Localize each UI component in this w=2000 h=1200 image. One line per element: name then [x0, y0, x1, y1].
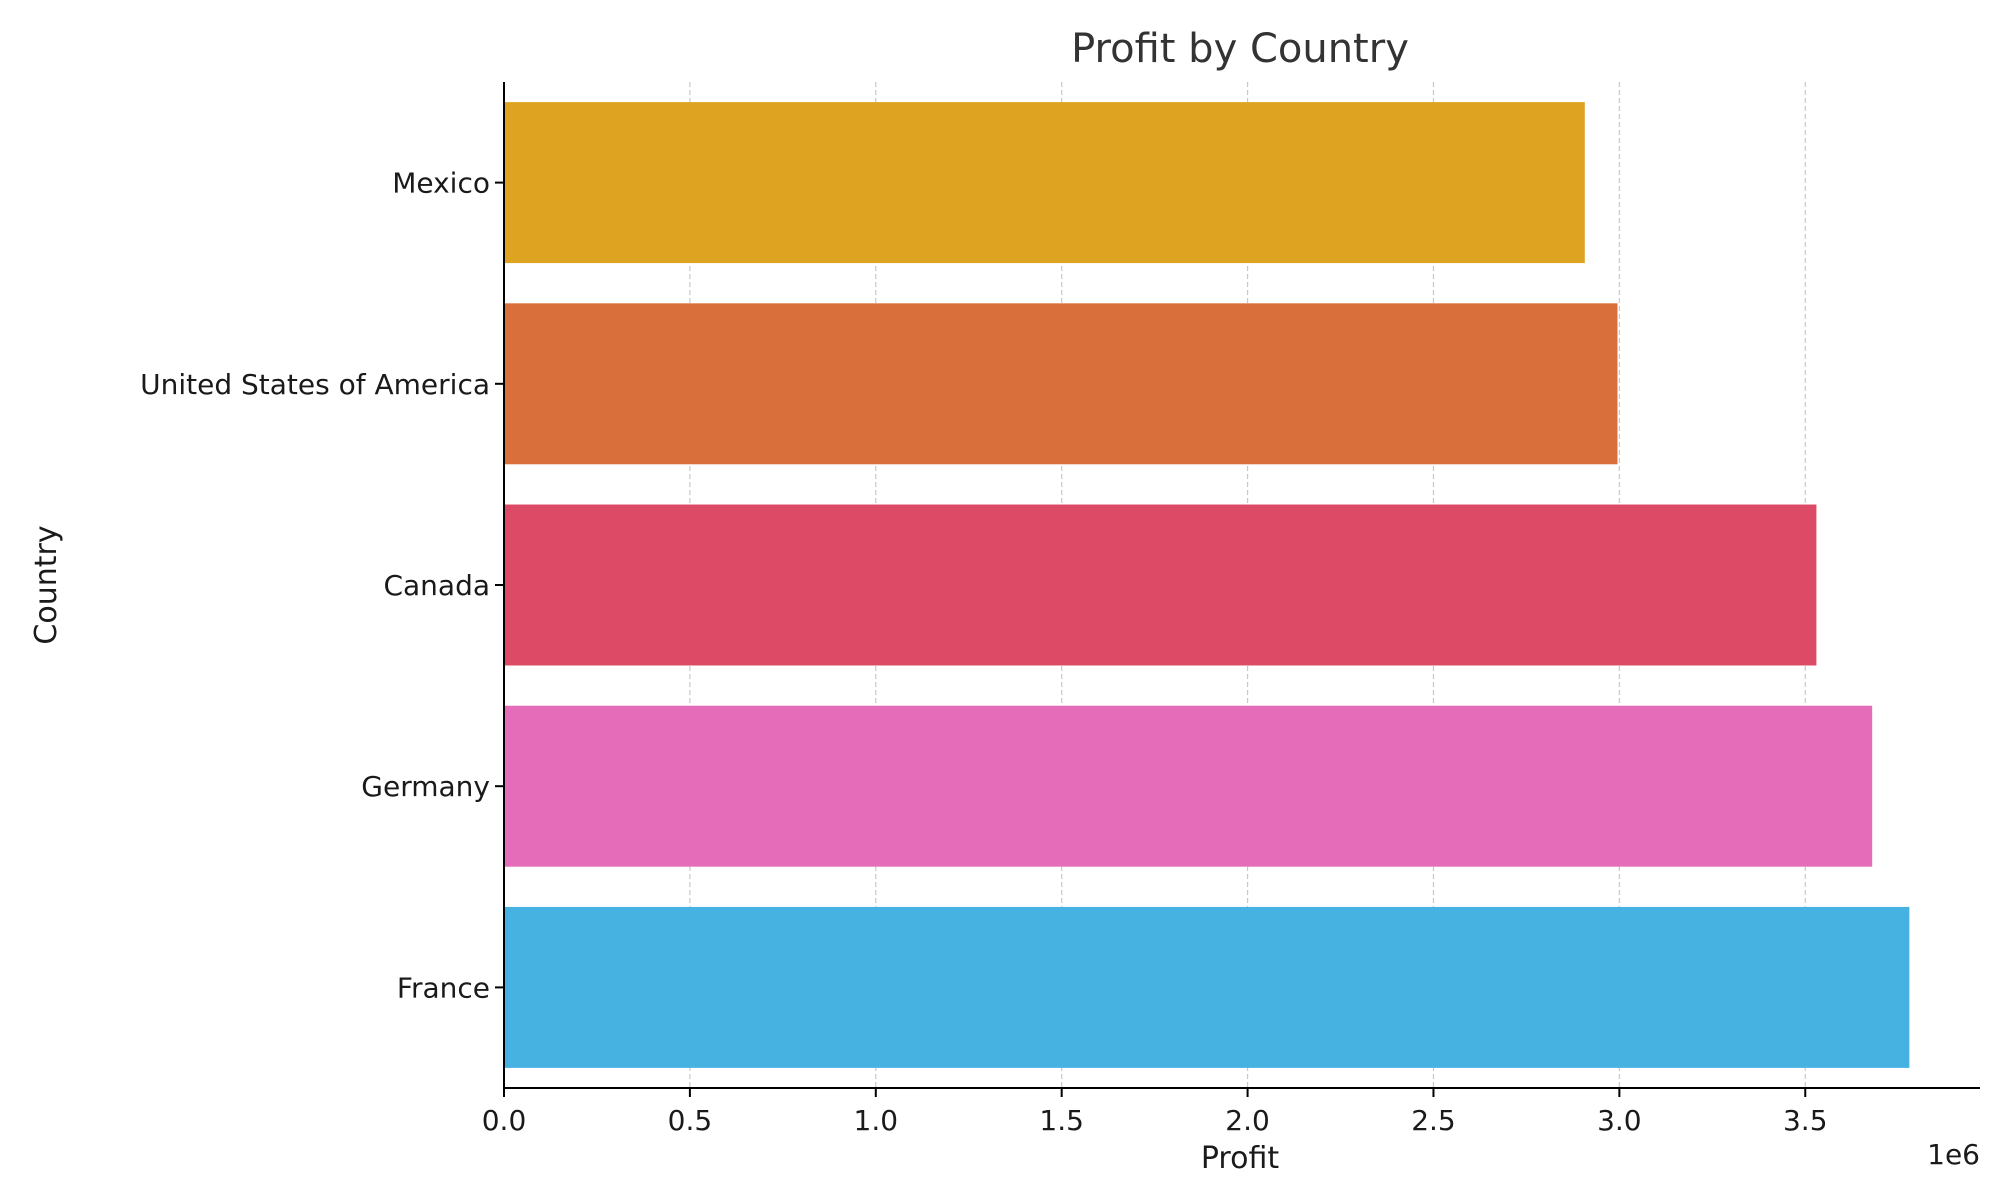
y-tick-label: France — [397, 971, 490, 1004]
x-tick-label: 1.0 — [854, 1104, 899, 1137]
y-axis-label: Country — [29, 525, 64, 644]
x-tick-label: 1.5 — [1039, 1104, 1084, 1137]
y-tick-label: Mexico — [392, 167, 490, 200]
x-ticks: 0.0 0.5 1.0 1.5 2.0 2.5 3.0 3.5 — [482, 1088, 1828, 1137]
y-tick-label: United States of America — [140, 368, 490, 401]
x-tick-label: 3.0 — [1597, 1104, 1642, 1137]
x-axis-offset-label: 1e6 — [1927, 1138, 1980, 1171]
x-tick-label: 3.5 — [1783, 1104, 1828, 1137]
x-axis-label: Profit — [1201, 1141, 1279, 1176]
bar-germany — [504, 705, 1873, 867]
bar-france — [504, 906, 1910, 1068]
chart-title: Profit by Country — [1071, 26, 1409, 72]
x-tick-label: 0.0 — [482, 1104, 527, 1137]
bar-canada — [504, 504, 1817, 666]
x-tick-label: 2.5 — [1411, 1104, 1456, 1137]
y-ticks: Mexico United States of America Canada Germ… — [140, 167, 504, 1004]
bar-mexico — [504, 102, 1585, 264]
bars — [504, 102, 1910, 1068]
x-tick-label: 0.5 — [668, 1104, 713, 1137]
bar-united-states-of-america — [504, 303, 1618, 465]
y-tick-label: Germany — [361, 770, 490, 803]
x-tick-label: 2.0 — [1225, 1104, 1270, 1137]
y-tick-label: Canada — [383, 569, 490, 602]
